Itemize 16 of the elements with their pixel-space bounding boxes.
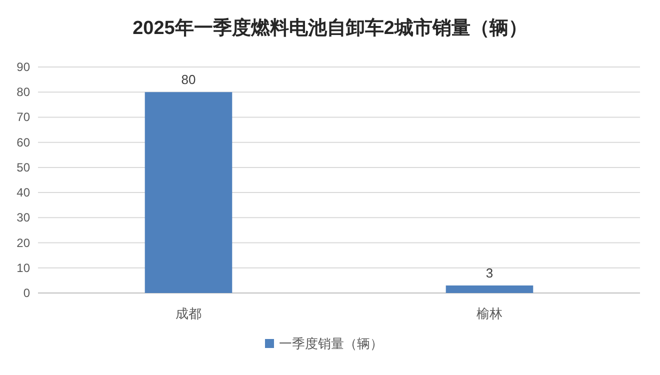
chart-title: 2025年一季度燃料电池自卸车2城市销量（辆） [132, 17, 528, 39]
x-tick-label: 成都 [176, 306, 202, 321]
y-tick-label: 70 [16, 110, 30, 124]
y-tick-label: 40 [16, 186, 30, 200]
data-label: 3 [486, 265, 494, 280]
data-label: 80 [181, 72, 196, 88]
y-tick-label: 90 [16, 60, 30, 74]
legend-label: 一季度销量（辆） [279, 336, 383, 351]
y-tick-label: 0 [23, 286, 30, 300]
y-tick-label: 60 [16, 135, 30, 150]
y-tick-label: 20 [16, 236, 30, 250]
y-tick-label: 30 [16, 210, 30, 225]
y-tick-label: 50 [16, 160, 30, 174]
y-tick-label: 80 [16, 85, 30, 100]
x-tick-label: 榆林 [476, 306, 502, 321]
y-tick-label: 10 [16, 260, 30, 275]
